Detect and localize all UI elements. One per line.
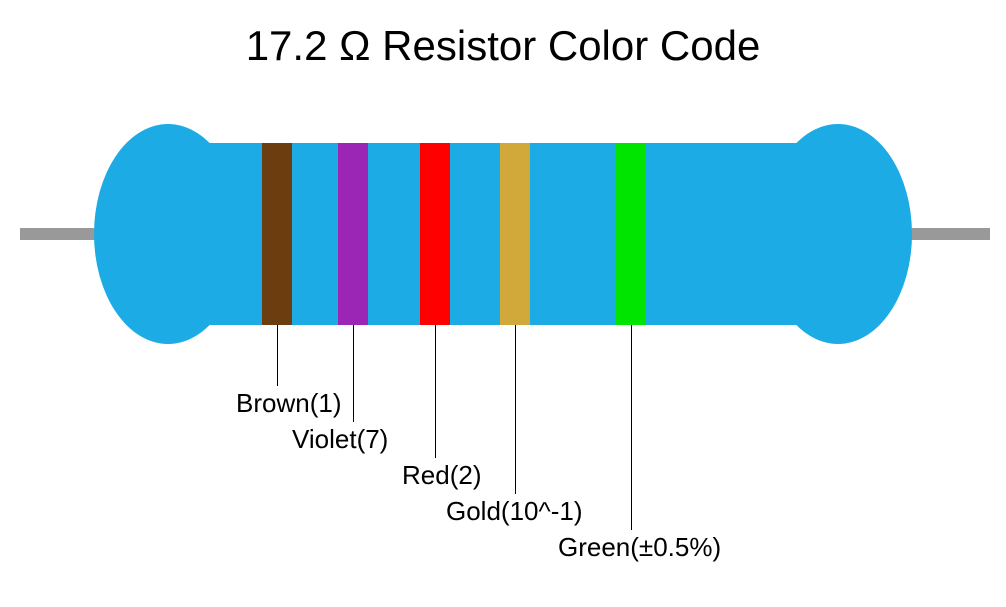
band-5-label: Green(±0.5%) [558, 532, 721, 563]
band-5-leader [631, 325, 632, 530]
band-1-label: Brown(1) [236, 388, 341, 419]
band-4-label: Gold(10^-1) [446, 496, 582, 527]
band-3-label: Red(2) [402, 460, 481, 491]
band-5 [616, 143, 646, 325]
band-3 [420, 143, 450, 325]
band-4 [500, 143, 530, 325]
band-4-leader [515, 325, 516, 494]
band-2-leader [353, 325, 354, 422]
band-2-label: Violet(7) [292, 424, 388, 455]
band-2 [338, 143, 368, 325]
band-1 [262, 143, 292, 325]
band-1-leader [277, 325, 278, 386]
diagram-title: 17.2 Ω Resistor Color Code [0, 22, 1006, 70]
band-3-leader [435, 325, 436, 458]
